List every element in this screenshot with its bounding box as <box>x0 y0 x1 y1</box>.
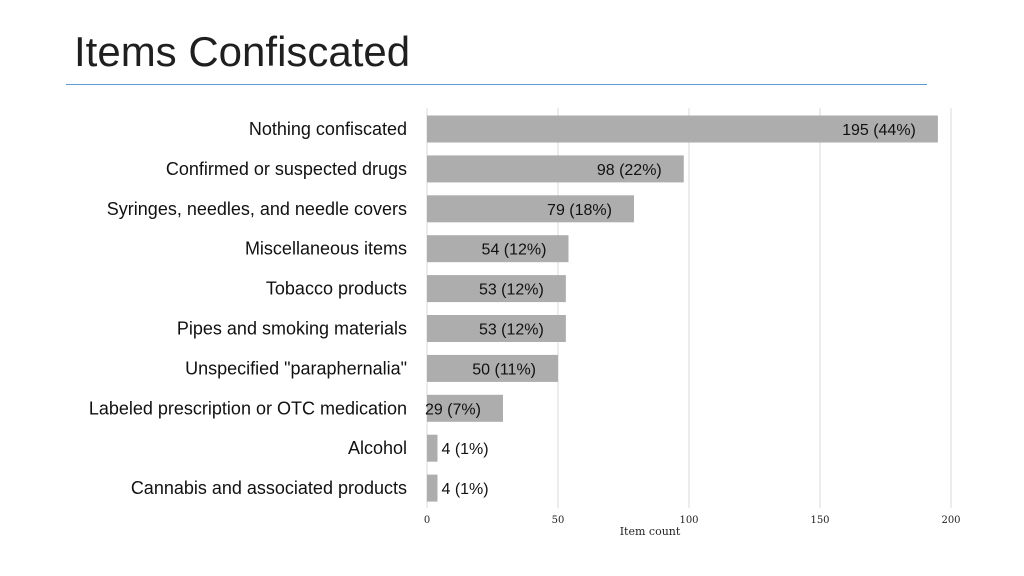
category-label: Confirmed or suspected drugs <box>166 159 407 179</box>
bar-value-label: 29 (7%) <box>425 401 481 418</box>
bar-value-label: 50 (11%) <box>472 361 536 378</box>
bar <box>427 394 503 422</box>
x-tick-label: 100 <box>679 515 698 526</box>
category-label: Tobacco products <box>266 279 407 299</box>
category-label: Syringes, needles, and needle covers <box>107 199 407 219</box>
bar-value-label: 4 (1%) <box>441 441 488 458</box>
bar-value-label: 54 (12%) <box>482 242 547 259</box>
bar <box>427 155 684 183</box>
category-label: Labeled prescription or OTC medication <box>89 398 407 418</box>
bar <box>427 434 438 462</box>
x-tick-label: 0 <box>424 515 430 526</box>
bar <box>427 115 938 143</box>
bar-value-label: 98 (22%) <box>597 162 662 179</box>
x-axis-title: Item count <box>620 525 681 538</box>
bar-value-label: 195 (44%) <box>842 122 916 139</box>
category-label: Pipes and smoking materials <box>177 319 407 339</box>
bar-layer <box>427 115 938 502</box>
bar-value-label: 53 (12%) <box>479 282 544 299</box>
bar <box>427 315 566 342</box>
bar <box>427 195 634 223</box>
bar-value-label: 53 (12%) <box>479 322 544 339</box>
slide-title: Items Confiscated <box>74 28 411 75</box>
bar <box>427 235 569 263</box>
bar <box>427 474 438 502</box>
tick-layer: 0 50 100 150 200 <box>424 515 961 526</box>
x-tick-label: 200 <box>941 515 960 526</box>
label-layer: Nothing confiscated 195 (44%) Confirmed or… <box>89 119 916 498</box>
x-tick-label: 150 <box>810 515 829 526</box>
category-label: Nothing confiscated <box>249 119 407 139</box>
bar <box>427 275 566 303</box>
category-label: Cannabis and associated products <box>131 478 407 498</box>
bar <box>427 354 558 382</box>
category-label: Alcohol <box>348 438 407 458</box>
x-tick-label: 50 <box>552 515 565 526</box>
title-divider <box>66 84 927 85</box>
bar-value-label: 79 (18%) <box>547 202 612 219</box>
category-label: Miscellaneous items <box>245 239 407 259</box>
category-label: Unspecified "paraphernalia" <box>185 358 407 378</box>
bar-value-label: 4 (1%) <box>441 481 488 498</box>
